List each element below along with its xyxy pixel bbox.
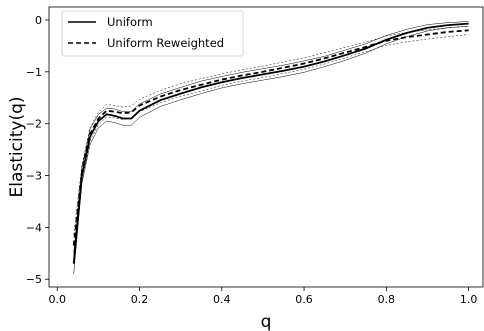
plot-frame	[48, 6, 484, 288]
legend-box	[61, 10, 244, 57]
series-line-uniform-reweighted	[72, 29, 469, 246]
uniform-band-lower	[73, 25, 469, 275]
x-tick-label: 0.6	[295, 293, 313, 306]
y-axis-label: Elasticity(q)	[7, 97, 27, 198]
uniform-reweighted-band-lower	[73, 34, 469, 256]
y-tick-label: −3	[26, 170, 42, 183]
y-tick-label: −5	[26, 273, 42, 286]
legend-label-uniform: Uniform	[107, 15, 153, 29]
confidence-bands	[73, 21, 469, 275]
x-tick-label: 1.0	[460, 293, 478, 306]
uniform-reweighted-band-upper	[73, 25, 469, 236]
x-tick-label: 0.8	[378, 293, 396, 306]
series-lines	[72, 22, 469, 264]
y-axis-ticks: 0 −1 −2 −3 −4 −5	[26, 14, 49, 286]
uniform-band-upper	[73, 21, 469, 254]
x-axis-ticks: 0.0 0.2 0.4 0.6 0.8 1.0	[48, 287, 477, 306]
y-tick-label: 0	[35, 14, 42, 27]
legend-label-uniform-reweighted: Uniform Reweighted	[107, 36, 224, 50]
series-line-uniform	[72, 22, 469, 264]
x-tick-label: 0.2	[131, 293, 149, 306]
x-tick-label: 0.4	[213, 293, 231, 306]
y-tick-label: −2	[26, 118, 42, 131]
y-tick-label: −4	[26, 221, 42, 234]
y-tick-label: −1	[26, 66, 42, 79]
x-axis-label: q	[261, 312, 272, 331]
x-tick-label: 0.0	[48, 293, 66, 306]
legend: Uniform Uniform Reweighted	[61, 10, 244, 57]
